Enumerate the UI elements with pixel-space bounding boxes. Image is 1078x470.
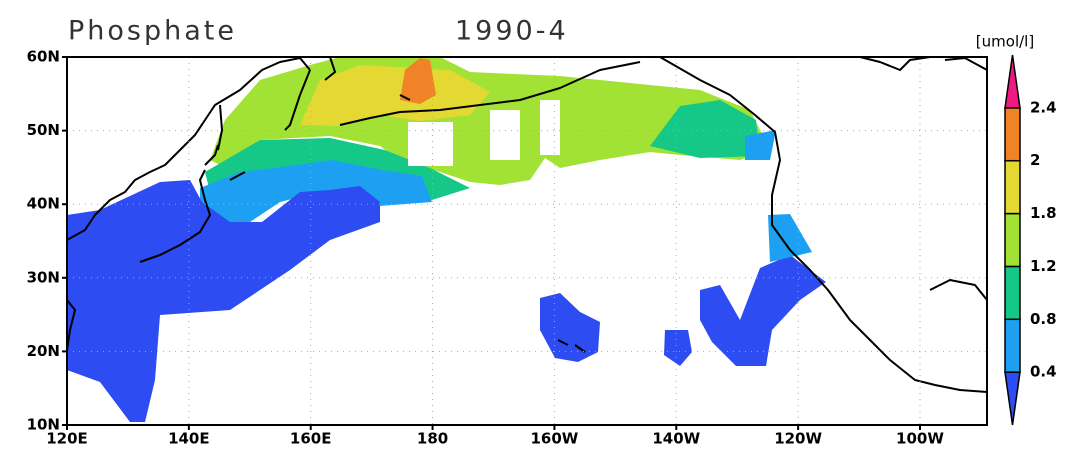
- plot-frame: [66, 56, 988, 426]
- region: [700, 255, 826, 366]
- lat-label: 20N: [27, 342, 60, 360]
- period: 1990-4: [455, 16, 569, 47]
- kamchatka: [284, 56, 336, 131]
- asia-coast: [66, 57, 301, 351]
- colorbar-label: 0.8: [1030, 310, 1057, 328]
- gap: [408, 122, 453, 166]
- concentration-field: [67, 57, 826, 422]
- colorbar-segment: [1004, 212, 1021, 268]
- lat-label: 40N: [27, 195, 60, 213]
- colorbar-label: 2: [1030, 151, 1040, 169]
- gap: [540, 100, 560, 155]
- region: [664, 330, 692, 366]
- region: [540, 293, 600, 362]
- region: [768, 214, 812, 262]
- lon-label: 120E: [46, 430, 88, 448]
- aleutians: [229, 61, 641, 181]
- colorbar: 0.4 0.8 1.2 1.8 2 2.4: [1004, 54, 1057, 426]
- colorbar-segment: [1004, 107, 1021, 162]
- lon-label: 120W: [774, 430, 822, 448]
- region: [200, 160, 432, 232]
- region: [650, 100, 760, 158]
- lon-label: 140W: [652, 430, 700, 448]
- lat-label: 30N: [27, 268, 60, 286]
- title: Phosphate: [68, 16, 237, 47]
- region: [300, 65, 490, 126]
- lat-label: 50N: [27, 121, 60, 139]
- lon-label: 100W: [896, 430, 944, 448]
- lon-label: 180: [417, 430, 448, 448]
- japan: [139, 104, 223, 263]
- coastlines: [66, 56, 988, 393]
- colorbar-label: 2.4: [1030, 98, 1057, 116]
- lon-label: 160E: [290, 430, 332, 448]
- colorbar-label: 1.2: [1030, 257, 1057, 275]
- colorbar-segment: [1004, 159, 1021, 215]
- region: [745, 130, 776, 160]
- unit: [umol/l]: [976, 33, 1034, 51]
- colorbar-segment: [1004, 318, 1021, 373]
- north-america: [659, 56, 988, 393]
- colorbar-label: 1.8: [1030, 204, 1057, 222]
- lat-label: 10N: [27, 416, 60, 434]
- colorbar-label: 0.4: [1030, 363, 1057, 381]
- lon-label: 140E: [168, 430, 210, 448]
- lat-label: 60N: [27, 48, 60, 66]
- region: [400, 58, 436, 104]
- colorbar-over: [1004, 54, 1021, 109]
- gap: [490, 110, 520, 160]
- lon-label: 160W: [530, 430, 578, 448]
- colorbar-under: [1004, 371, 1021, 426]
- hawaii: [557, 339, 586, 353]
- region: [67, 180, 380, 422]
- colorbar-segment: [1004, 265, 1021, 321]
